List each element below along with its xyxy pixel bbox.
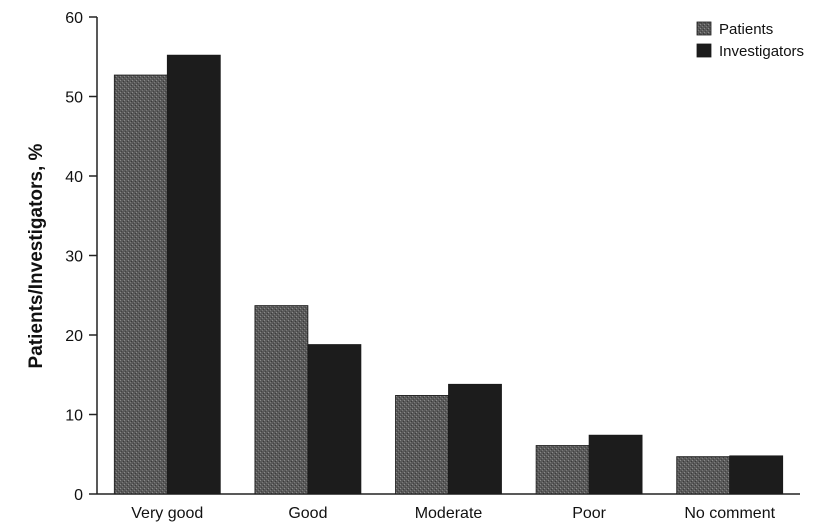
x-tick-label: Moderate: [415, 505, 483, 522]
y-tick-label: 40: [65, 169, 83, 186]
legend-label-patients: Patients: [719, 21, 773, 38]
y-tick-label: 50: [65, 90, 83, 107]
legend-label-investigators: Investigators: [719, 43, 804, 60]
bar-investigators-moderate: [448, 383, 502, 495]
bar-patients-very-good: [113, 74, 168, 495]
legend: Patients Investigators: [696, 21, 804, 60]
bar-investigators-very-good: [166, 54, 221, 495]
y-tick-label: 10: [65, 408, 83, 425]
y-tick-label: 20: [65, 328, 83, 345]
bar-investigators-no-comment: [729, 455, 784, 495]
y-axis: 0 10 20 30 40 50 60: [65, 10, 98, 504]
x-axis: Very good Good Moderate Poor No comment: [97, 493, 800, 522]
bar-patients-moderate: [395, 395, 449, 495]
y-tick-label: 30: [65, 249, 83, 266]
bars: [113, 54, 784, 495]
x-tick-label: Very good: [131, 505, 203, 522]
legend-swatch-patients: [696, 21, 712, 36]
y-tick-label: 60: [65, 10, 83, 27]
x-tick-label: No comment: [684, 505, 775, 522]
x-tick-label: Poor: [572, 505, 606, 522]
y-tick-label: 0: [74, 487, 83, 504]
bar-patients-poor: [535, 445, 590, 495]
bar-patients-good: [254, 305, 309, 495]
legend-swatch-investigators: [696, 43, 712, 58]
x-tick-label: Good: [288, 505, 327, 522]
bar-patients-no-comment: [676, 456, 731, 495]
y-axis-label: Patients/Investigators, %: [26, 143, 47, 368]
bar-investigators-good: [307, 344, 362, 495]
bar-investigators-poor: [588, 434, 643, 495]
